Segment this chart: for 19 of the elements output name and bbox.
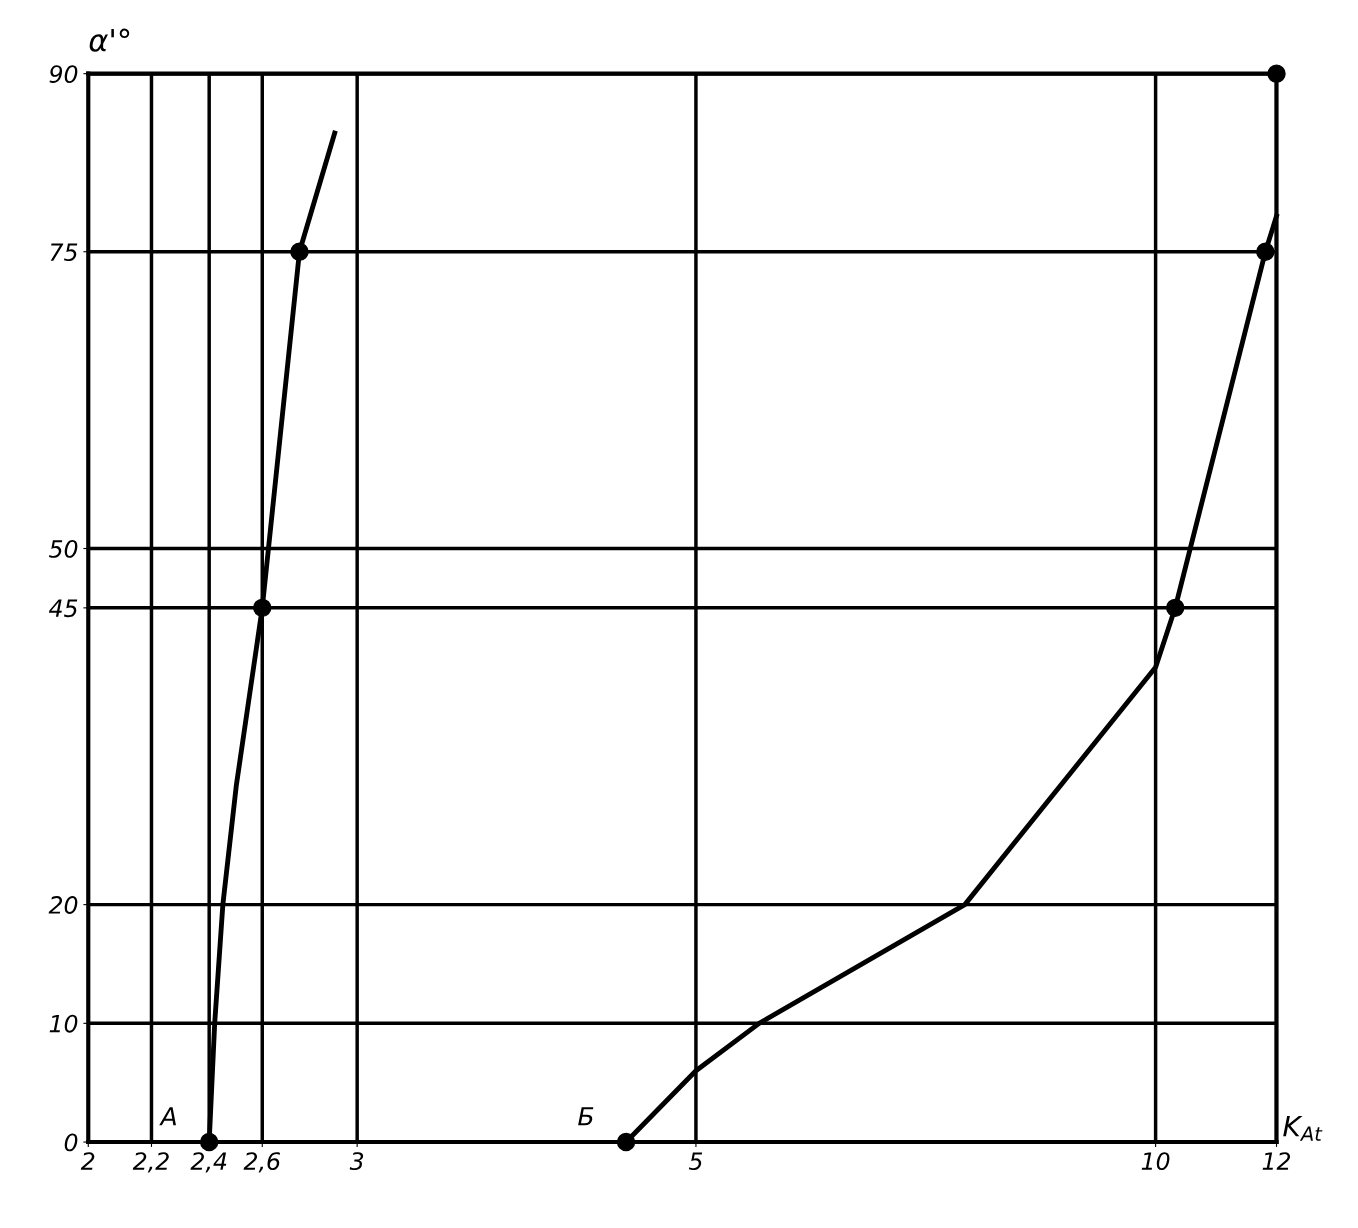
x-tick-label: 2 xyxy=(80,1152,95,1170)
y-tick-label: 10 xyxy=(49,1014,78,1033)
y-tick-label: 20 xyxy=(48,896,78,914)
y-tick-label: 90 xyxy=(49,65,78,83)
x-tick-label: 10 xyxy=(1141,1152,1170,1171)
y-tick-label: 0 xyxy=(64,1133,78,1152)
y-axis-title: α'° xyxy=(89,28,130,52)
x-tick-label: 2,4 xyxy=(190,1152,227,1173)
x-tick-label: 2,2 xyxy=(132,1152,169,1173)
y-tick-label: 45 xyxy=(48,599,78,618)
x-tick-label: 3 xyxy=(349,1152,364,1171)
x-axis-title: K$_{At}$ xyxy=(1283,1115,1323,1141)
x-tick-label: 12 xyxy=(1262,1152,1291,1170)
x-tick-label: 5 xyxy=(688,1152,703,1171)
y-tick-label: 75 xyxy=(50,243,78,262)
x-tick-label: 2,6 xyxy=(243,1152,280,1173)
y-tick-label: 50 xyxy=(48,539,78,558)
annotation: А xyxy=(159,1107,176,1126)
annotation: Б xyxy=(578,1107,594,1126)
